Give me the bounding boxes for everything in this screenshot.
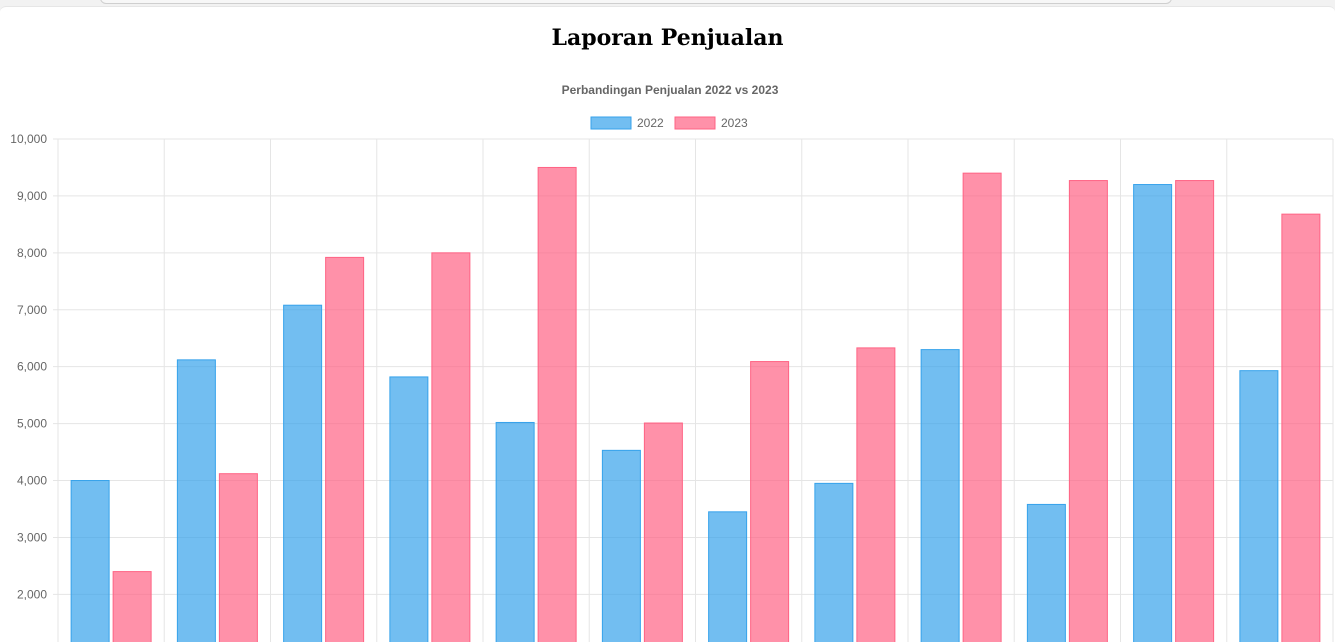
bar-2023-7[interactable] [750, 361, 790, 642]
bar-2023-12[interactable] [1281, 213, 1321, 642]
chart-legend[interactable]: 2022 2023 [590, 116, 748, 130]
bar-2022-7[interactable] [708, 511, 748, 642]
bar-2023-5[interactable] [537, 166, 577, 642]
bar-2022-2[interactable] [176, 359, 216, 642]
legend-label: 2022 [637, 116, 664, 130]
browser-top-strip [0, 0, 1335, 6]
y-tick-label: 9,000 [17, 189, 47, 203]
y-tick-label: 10,000 [10, 132, 47, 146]
legend-item-2022[interactable]: 2022 [590, 116, 664, 130]
y-axis-ticks: 10,000 9,000 8,000 7,000 6,000 5,000 4,000 3,00… [10, 132, 47, 601]
y-tick-label: 2,000 [17, 587, 47, 601]
chart-grid [53, 138, 1334, 642]
bar-2022-8[interactable] [814, 482, 854, 642]
y-tick-label: 4,000 [17, 474, 47, 488]
bar-2023-10[interactable] [1068, 180, 1108, 642]
bar-2023-1[interactable] [112, 571, 152, 642]
bar-2022-4[interactable] [389, 376, 429, 642]
bar-2022-9[interactable] [920, 349, 960, 642]
y-tick-label: 5,000 [17, 417, 47, 431]
bar-2023-4[interactable] [431, 252, 471, 642]
y-tick-label: 7,000 [17, 303, 47, 317]
y-tick-label: 3,000 [17, 530, 47, 544]
legend-swatch [590, 116, 632, 130]
page-title: Laporan Penjualan [551, 25, 784, 51]
bar-2022-12[interactable] [1239, 370, 1279, 642]
bar-2022-5[interactable] [495, 421, 535, 642]
bar-2022-1[interactable] [70, 480, 110, 642]
bar-2023-6[interactable] [643, 422, 683, 642]
y-tick-label: 6,000 [17, 360, 47, 374]
chart-title: Perbandingan Penjualan 2022 vs 2023 [562, 83, 779, 97]
bar-2022-11[interactable] [1133, 184, 1173, 642]
bar-2023-8[interactable] [856, 347, 896, 642]
bar-2023-3[interactable] [325, 256, 365, 642]
bar-2023-11[interactable] [1175, 180, 1215, 642]
legend-swatch [674, 116, 716, 130]
bar-2022-6[interactable] [601, 449, 641, 642]
legend-item-2023[interactable]: 2023 [674, 116, 748, 130]
bar-2023-2[interactable] [218, 473, 258, 642]
legend-label: 2023 [721, 116, 748, 130]
bar-2022-3[interactable] [283, 304, 323, 642]
chart-bars [70, 166, 1321, 642]
bar-2023-9[interactable] [962, 172, 1002, 642]
bar-2022-10[interactable] [1026, 503, 1066, 642]
y-tick-label: 8,000 [17, 246, 47, 260]
